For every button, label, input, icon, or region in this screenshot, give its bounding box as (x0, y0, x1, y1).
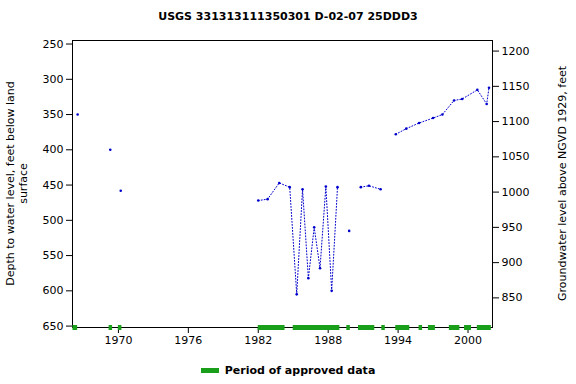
svg-text:1970: 1970 (104, 334, 132, 347)
svg-text:1000: 1000 (502, 186, 530, 199)
svg-text:600: 600 (43, 284, 64, 297)
svg-text:400: 400 (43, 143, 64, 156)
svg-text:Depth to water level, feet bel: Depth to water level, feet below landsur… (4, 81, 30, 286)
svg-text:1976: 1976 (174, 334, 202, 347)
svg-text:Groundwater level above NGVD 1: Groundwater level above NGVD 1929, feet (556, 65, 569, 301)
svg-text:1982: 1982 (244, 334, 272, 347)
svg-text:550: 550 (43, 249, 64, 262)
svg-text:950: 950 (502, 221, 523, 234)
svg-text:1050: 1050 (502, 150, 530, 163)
svg-text:1100: 1100 (502, 115, 530, 128)
svg-text:500: 500 (43, 214, 64, 227)
html-text:USGS 331313111350301 D-02-07 2: USGS 331313111350301 D-02-07 25DDD3 (158, 10, 418, 23)
svg-text:2000: 2000 (454, 334, 482, 347)
svg-text:1200: 1200 (502, 45, 530, 58)
svg-text:1150: 1150 (502, 80, 530, 93)
svg-text:900: 900 (502, 256, 523, 269)
svg-text:1988: 1988 (314, 334, 342, 347)
svg-text:850: 850 (502, 291, 523, 304)
svg-text:650: 650 (43, 320, 64, 333)
html-text:Period of approved data: Period of approved data (224, 364, 376, 377)
svg-text:450: 450 (43, 179, 64, 192)
svg-text:350: 350 (43, 108, 64, 121)
svg-text:300: 300 (43, 73, 64, 86)
svg-text:250: 250 (43, 38, 64, 51)
svg-text:1994: 1994 (384, 334, 412, 347)
